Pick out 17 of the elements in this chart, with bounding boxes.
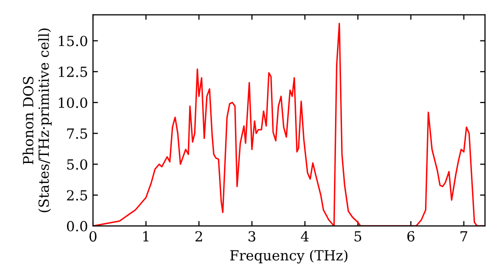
x-tick-label: 7 <box>460 231 468 242</box>
y-tick-label: 5.0 <box>67 159 88 170</box>
y-tick-label: 7.5 <box>67 128 88 139</box>
y-tick-label: 2.5 <box>66 190 88 201</box>
x-axis-title: Frequency (THz) <box>230 250 348 264</box>
x-tick-label: 0 <box>89 231 96 242</box>
x-tick-label: 2 <box>195 231 202 242</box>
x-tick-label: 3 <box>248 231 256 242</box>
y-tick-label: 10.0 <box>58 97 88 108</box>
x-tick-label: 4 <box>300 231 309 242</box>
x-tick-label: 1 <box>143 231 148 242</box>
x-tick-label: 5 <box>354 231 362 242</box>
y-tick-label: 15.0 <box>58 36 88 46</box>
y-axis-title: Phonon DOS (States/THz·primitive cell) <box>22 28 52 212</box>
x-tick-label: 6 <box>407 231 414 242</box>
y-tick-label: 0.0 <box>66 220 88 232</box>
y-tick-label: 12.5 <box>58 66 88 78</box>
